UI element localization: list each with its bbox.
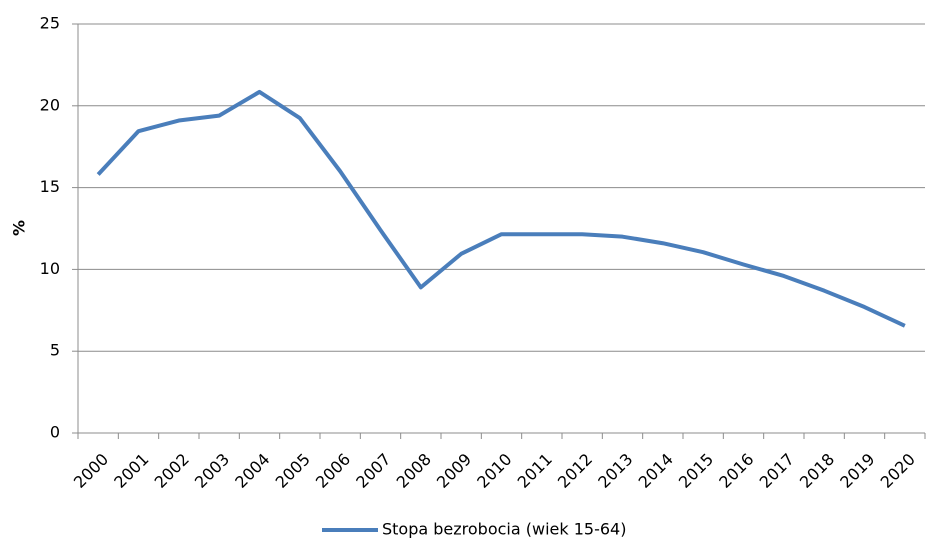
x-tick-label: 2000 [70,450,112,492]
x-tick-label: 2013 [594,450,636,492]
y-tick-label: 0 [50,423,60,442]
x-tick-label: 2009 [433,450,475,492]
x-tick-label: 2015 [675,450,717,492]
x-tick-label: 2001 [110,450,152,492]
x-tick-label: 2003 [191,450,233,492]
x-tick-label: 2020 [877,450,919,492]
y-tick-label: 20 [40,95,60,114]
y-tick-label: 25 [40,14,60,33]
x-tick-label: 2016 [715,450,757,492]
y-axis-label: % [10,220,29,236]
line [96,89,906,328]
y-tick-label: 10 [40,259,60,278]
y-tick-label: 5 [50,341,60,360]
x-tick-label: 2006 [312,450,354,492]
x-tick-label: 2012 [554,450,596,492]
legend-label: Stopa bezrobocia (wiek 15-64) [382,520,626,539]
x-tick-label: 2008 [393,450,435,492]
x-tick-label: 2002 [151,450,193,492]
x-tick-label: 2019 [836,450,878,492]
x-tick-label: 2007 [352,450,394,492]
x-tick-label: 2017 [756,450,798,492]
x-tick-label: 2005 [272,450,314,492]
x-tick-label: 2011 [514,450,556,492]
x-tick-label: 2018 [796,450,838,492]
x-tick-label: 2010 [473,450,515,492]
x-tick-label: 2004 [231,450,273,492]
y-tick-label: 15 [40,177,60,196]
x-tick-label: 2014 [635,450,677,492]
